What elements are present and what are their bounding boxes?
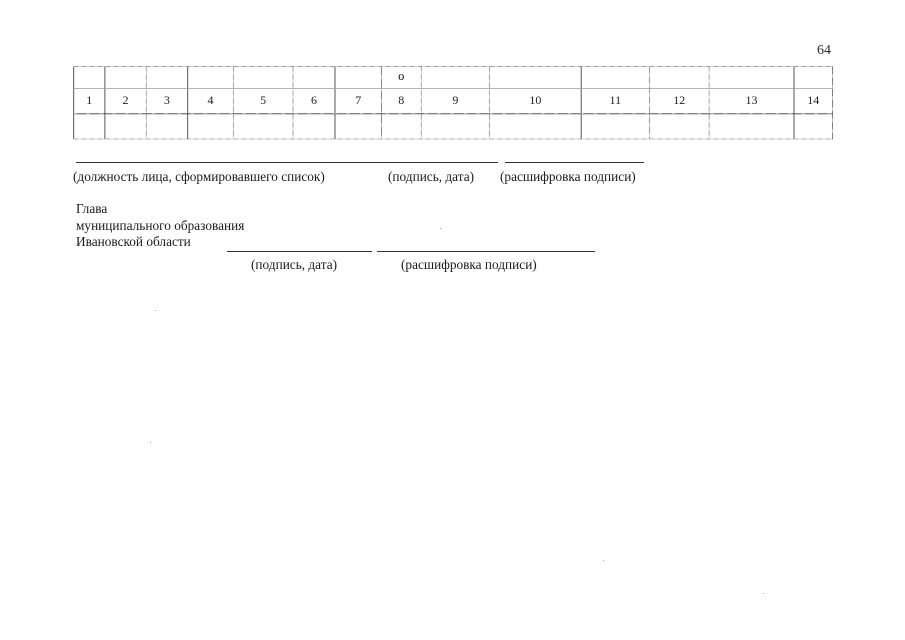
svg-text:8: 8 — [398, 93, 404, 107]
svg-text:3: 3 — [164, 93, 170, 107]
svg-text:4: 4 — [208, 93, 214, 107]
svg-text:1: 1 — [86, 93, 92, 107]
svg-text:2: 2 — [123, 93, 129, 107]
svg-text:6: 6 — [311, 93, 317, 107]
svg-text:5: 5 — [260, 93, 266, 107]
svg-text:13: 13 — [746, 93, 758, 107]
svg-text:14: 14 — [807, 93, 819, 107]
svg-text:12: 12 — [673, 93, 685, 107]
svg-text:9: 9 — [452, 93, 458, 107]
svg-text:o: o — [398, 69, 404, 83]
svg-text:11: 11 — [610, 93, 622, 107]
svg-text:10: 10 — [529, 93, 541, 107]
svg-text:7: 7 — [355, 93, 361, 107]
